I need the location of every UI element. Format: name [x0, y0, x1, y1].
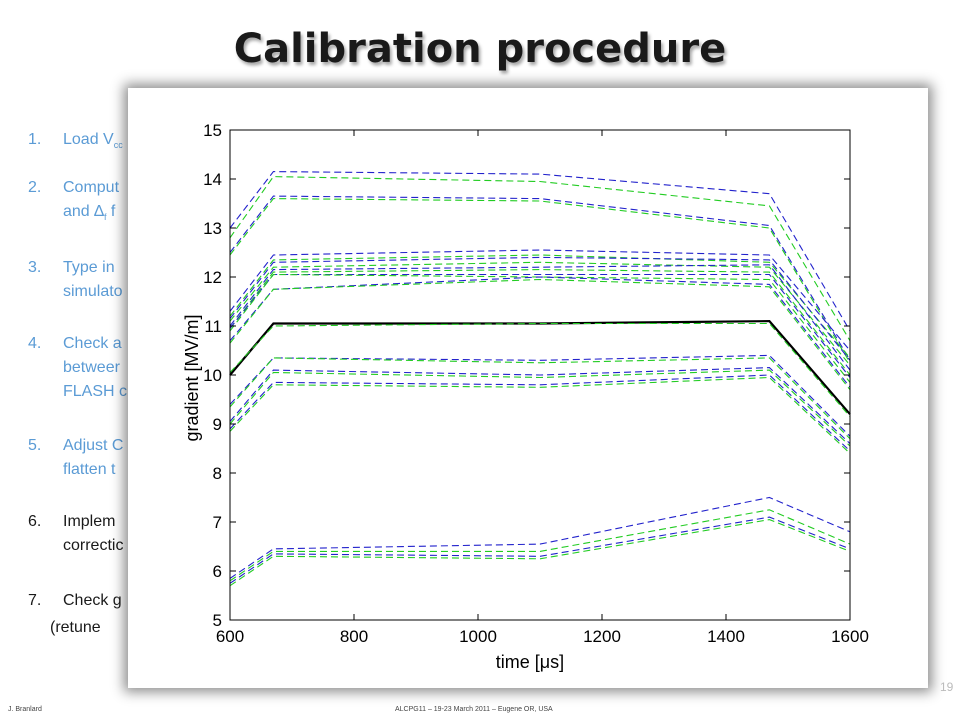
series-line-measured	[229, 367, 851, 445]
series-line-measured	[229, 516, 851, 584]
y-tick-label: 9	[213, 415, 222, 434]
step-number: 1.	[28, 131, 42, 148]
y-tick-label: 10	[203, 366, 222, 385]
series-line-measured	[229, 264, 851, 371]
series-line-simulated	[229, 322, 851, 417]
tick-labels: 600 800 1000 1200 1400 1600 5 6 7 8 9 10 11 12 13 14 15	[203, 121, 869, 646]
series-line-measured	[229, 195, 851, 361]
series-line-simulated	[229, 269, 851, 376]
y-tick-label: 7	[213, 513, 222, 532]
slide-title: Calibration procedure	[233, 26, 727, 72]
step-7-text-line2: (retune	[50, 619, 101, 636]
series-line-simulated	[229, 509, 851, 582]
y-tick-label: 15	[203, 121, 222, 140]
series-line-measured	[229, 354, 851, 437]
step-text: Check a	[63, 335, 122, 352]
step-number: 6.	[28, 513, 42, 530]
gradient-plot-figure: 600 800 1000 1200 1400 1600 5 6 7 8 9 10 11 12 13 14 15 …	[128, 88, 928, 688]
plot-frame	[229, 129, 851, 621]
x-tick-label: 800	[340, 627, 368, 646]
series-line-measured	[229, 256, 851, 361]
y-tick-label: 14	[203, 170, 222, 189]
page-number: 19	[940, 680, 954, 694]
step-text-line2: flatten t	[63, 461, 116, 478]
y-tick-label: 13	[203, 219, 222, 238]
x-tick-label: 1400	[707, 627, 745, 646]
step-text-line3: FLASH c	[63, 383, 128, 400]
series-line-simulated	[229, 369, 851, 447]
step-text-line2: and ∆f f	[63, 203, 116, 223]
step-text-line2: betweer	[63, 359, 120, 376]
step-text: Check g	[63, 592, 122, 609]
x-tick-label: 600	[216, 627, 244, 646]
step-text: Adjust C	[63, 437, 124, 454]
series-line-simulated	[229, 357, 851, 440]
y-tick-label: 8	[213, 464, 222, 483]
y-tick-label: 6	[213, 562, 222, 581]
series-lines	[229, 171, 851, 587]
step-text: Comput	[63, 179, 120, 196]
x-tick-label: 1600	[831, 627, 869, 646]
x-tick-label: 1200	[583, 627, 621, 646]
footer-conference: ALCPG11 – 19-23 March 2011 – Eugene OR, …	[395, 706, 553, 713]
step-number: 2.	[28, 179, 42, 196]
y-axis-label: gradient [MV/m]	[182, 314, 202, 441]
y-tick-label: 11	[204, 317, 222, 336]
step-number: 4.	[28, 335, 42, 352]
series-line-simulated	[229, 376, 851, 454]
step-text: Implem	[63, 513, 116, 530]
series-line-simulated	[229, 198, 851, 364]
step-text: Type in	[63, 259, 115, 276]
step-number: 3.	[28, 259, 42, 276]
series-line-simulated	[229, 176, 851, 341]
y-tick-label: 12	[203, 268, 222, 287]
step-number: 5.	[28, 437, 42, 454]
step-number: 7.	[28, 592, 42, 609]
gradient-vs-time-chart: 600 800 1000 1200 1400 160056789101112131415 …	[182, 121, 869, 672]
step-text-line2: correctic	[63, 537, 124, 554]
series-line-simulated	[229, 519, 851, 587]
y-tick-label: 5	[213, 611, 222, 630]
footer-author: J. Branlard	[8, 706, 42, 713]
step-text-line2: simulato	[63, 283, 123, 300]
series-line-measured	[229, 496, 851, 579]
step-text: Load Vcc	[63, 131, 123, 151]
series-line-measured	[229, 374, 851, 452]
series-line-measured	[229, 171, 851, 332]
x-tick-label: 1000	[459, 627, 497, 646]
x-axis-label: time [μs]	[496, 652, 564, 672]
series-line-simulated	[229, 278, 851, 391]
series-line-simulated	[229, 273, 851, 383]
series-line-measured	[229, 249, 851, 351]
